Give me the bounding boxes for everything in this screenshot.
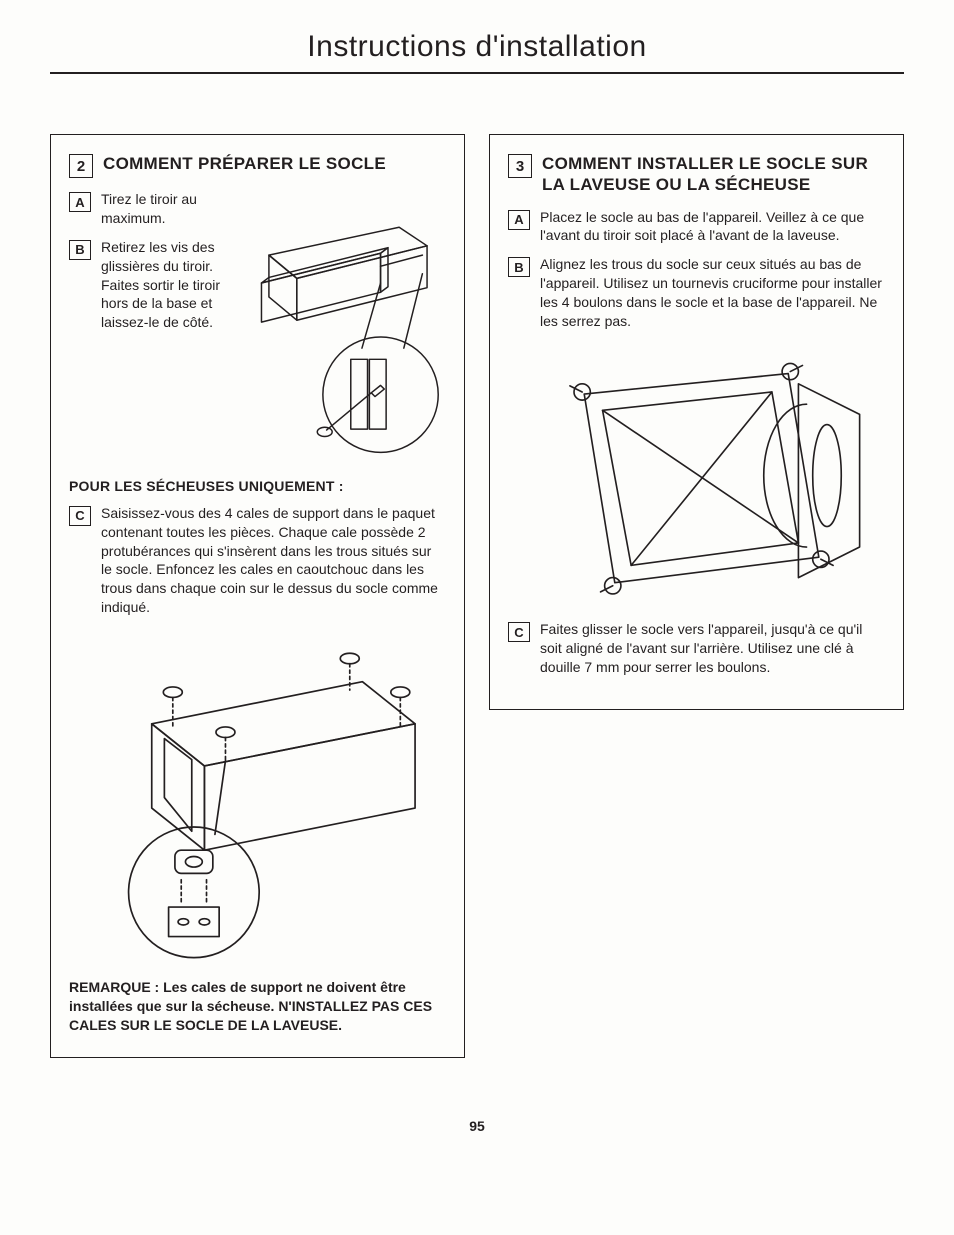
washer-tipped-illustration <box>508 343 885 608</box>
section-3-title: COMMENT INSTALLER LE SOCLE SUR LA LAVEUS… <box>542 153 885 196</box>
dryer-only-heading: POUR LES SÉCHEUSES UNIQUEMENT : <box>69 478 446 494</box>
section-3-heading: 3 COMMENT INSTALLER LE SOCLE SUR LA LAVE… <box>508 153 885 196</box>
section-3-step-c: C Faites glisser le socle vers l'apparei… <box>508 620 885 677</box>
step-text: Retirez les vis des glissières du tiroir… <box>101 238 227 332</box>
step-letter-box: C <box>508 622 530 642</box>
section-2-step-a: A Tirez le tiroir au maximum. <box>69 190 227 228</box>
section-2-title: COMMENT PRÉPARER LE SOCLE <box>103 153 386 174</box>
step-text: Alignez les trous du socle sur ceux situ… <box>540 255 885 331</box>
pedestal-shims-illustration <box>69 629 446 966</box>
section-3-step-b: B Alignez les trous du socle sur ceux si… <box>508 255 885 331</box>
content-columns: 2 COMMENT PRÉPARER LE SOCLE A Tirez le t… <box>50 134 904 1058</box>
step-text: Placez le socle au bas de l'appareil. Ve… <box>540 208 885 246</box>
section-2-heading: 2 COMMENT PRÉPARER LE SOCLE <box>69 153 446 178</box>
section-2-step-b: B Retirez les vis des glissières du tiro… <box>69 238 227 332</box>
step-text: Saisissez-vous des 4 cales de support da… <box>101 504 446 617</box>
step-letter-box: C <box>69 506 91 526</box>
page-title: Instructions d'installation <box>50 30 904 64</box>
section-number-box: 3 <box>508 154 532 178</box>
right-column: 3 COMMENT INSTALLER LE SOCLE SUR LA LAVE… <box>489 134 904 710</box>
section-number-box: 2 <box>69 154 93 178</box>
section-3-panel: 3 COMMENT INSTALLER LE SOCLE SUR LA LAVE… <box>489 134 904 710</box>
title-rule <box>50 72 904 74</box>
step-letter-box: B <box>508 257 530 277</box>
section-2-top-row: A Tirez le tiroir au maximum. B Retirez … <box>69 190 446 460</box>
section-2-note: REMARQUE : Les cales de support ne doive… <box>69 978 446 1035</box>
step-letter-box: B <box>69 240 91 260</box>
section-3-step-a: A Placez le socle au bas de l'appareil. … <box>508 208 885 246</box>
step-letter-box: A <box>69 192 91 212</box>
step-letter-box: A <box>508 210 530 230</box>
drawer-illustration <box>241 190 446 460</box>
page-number: 95 <box>50 1118 904 1134</box>
section-2-panel: 2 COMMENT PRÉPARER LE SOCLE A Tirez le t… <box>50 134 465 1058</box>
left-column: 2 COMMENT PRÉPARER LE SOCLE A Tirez le t… <box>50 134 465 1058</box>
section-2-step-c: C Saisissez-vous des 4 cales de support … <box>69 504 446 617</box>
step-text: Tirez le tiroir au maximum. <box>101 190 227 228</box>
step-text: Faites glisser le socle vers l'appareil,… <box>540 620 885 677</box>
